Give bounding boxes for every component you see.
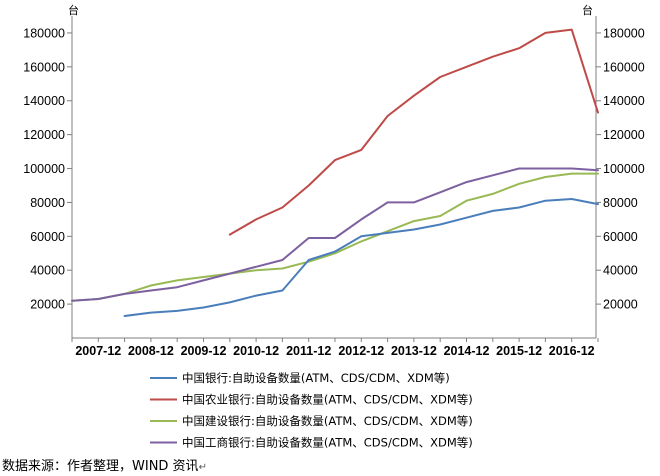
left-y-tick-label: 20000: [30, 298, 65, 312]
source-text: 数据来源：作者整理，WIND 资讯: [2, 459, 199, 474]
left-unit-label: 台: [68, 3, 79, 17]
left-y-tick-label: 100000: [23, 162, 65, 176]
series-line-0: [123, 198, 599, 317]
right-y-tick-label: 80000: [603, 196, 638, 210]
x-tick-label: 2013-12: [391, 344, 437, 358]
series-line-1: [228, 28, 599, 236]
series-line-2: [71, 172, 599, 302]
right-y-tick-label: 20000: [603, 298, 638, 312]
legend-label: 中国工商银行:自助设备数量(ATM、CDS/CDM、XDM等): [182, 436, 473, 450]
source-note: 数据来源：作者整理，WIND 资讯↵: [2, 455, 207, 474]
x-tick-label: 2010-12: [233, 344, 279, 358]
series-lines: [71, 28, 599, 317]
right-y-tick-label: 40000: [603, 264, 638, 278]
left-y-tick-label: 120000: [23, 128, 65, 142]
x-tick-label: 2009-12: [181, 344, 227, 358]
left-y-tick-label: 160000: [23, 60, 65, 74]
left-y-tick-label: 40000: [30, 264, 65, 278]
left-y-tick-label: 60000: [30, 230, 65, 244]
legend: 中国银行:自助设备数量(ATM、CDS/CDM、XDM等) 中国农业银行:自助设备…: [150, 371, 473, 450]
right-y-tick-label: 180000: [603, 26, 645, 40]
legend-label: 中国银行:自助设备数量(ATM、CDS/CDM、XDM等): [182, 371, 450, 385]
right-y-tick-label: 140000: [603, 94, 645, 108]
right-y-tick-label: 100000: [603, 162, 645, 176]
x-tick-label: 2008-12: [128, 344, 174, 358]
return-mark: ↵: [198, 462, 207, 473]
legend-label: 中国农业银行:自助设备数量(ATM、CDS/CDM、XDM等): [182, 393, 473, 407]
x-tick-label: 2016-12: [549, 344, 595, 358]
x-tick-label: 2011-12: [286, 344, 331, 358]
left-y-tick-label: 180000: [23, 26, 65, 40]
right-y-tick-label: 160000: [603, 60, 645, 74]
left-y-tick-label: 80000: [30, 196, 65, 210]
x-tick-label: 2015-12: [496, 344, 542, 358]
right-y-tick-label: 60000: [603, 230, 638, 244]
legend-label: 中国建设银行:自助设备数量(ATM、CDS/CDM、XDM等): [182, 414, 473, 428]
right-unit-label: 台: [582, 3, 593, 17]
axes: 台 台 20000 20000 40000 40000 60000 60000 80000 800…: [23, 3, 644, 358]
right-y-tick-label: 120000: [603, 128, 645, 142]
x-tick-label: 2012-12: [338, 344, 384, 358]
left-y-tick-label: 140000: [23, 94, 65, 108]
x-tick-label: 2007-12: [75, 344, 121, 358]
x-tick-label: 2014-12: [444, 344, 490, 358]
series-line-3: [71, 167, 599, 302]
